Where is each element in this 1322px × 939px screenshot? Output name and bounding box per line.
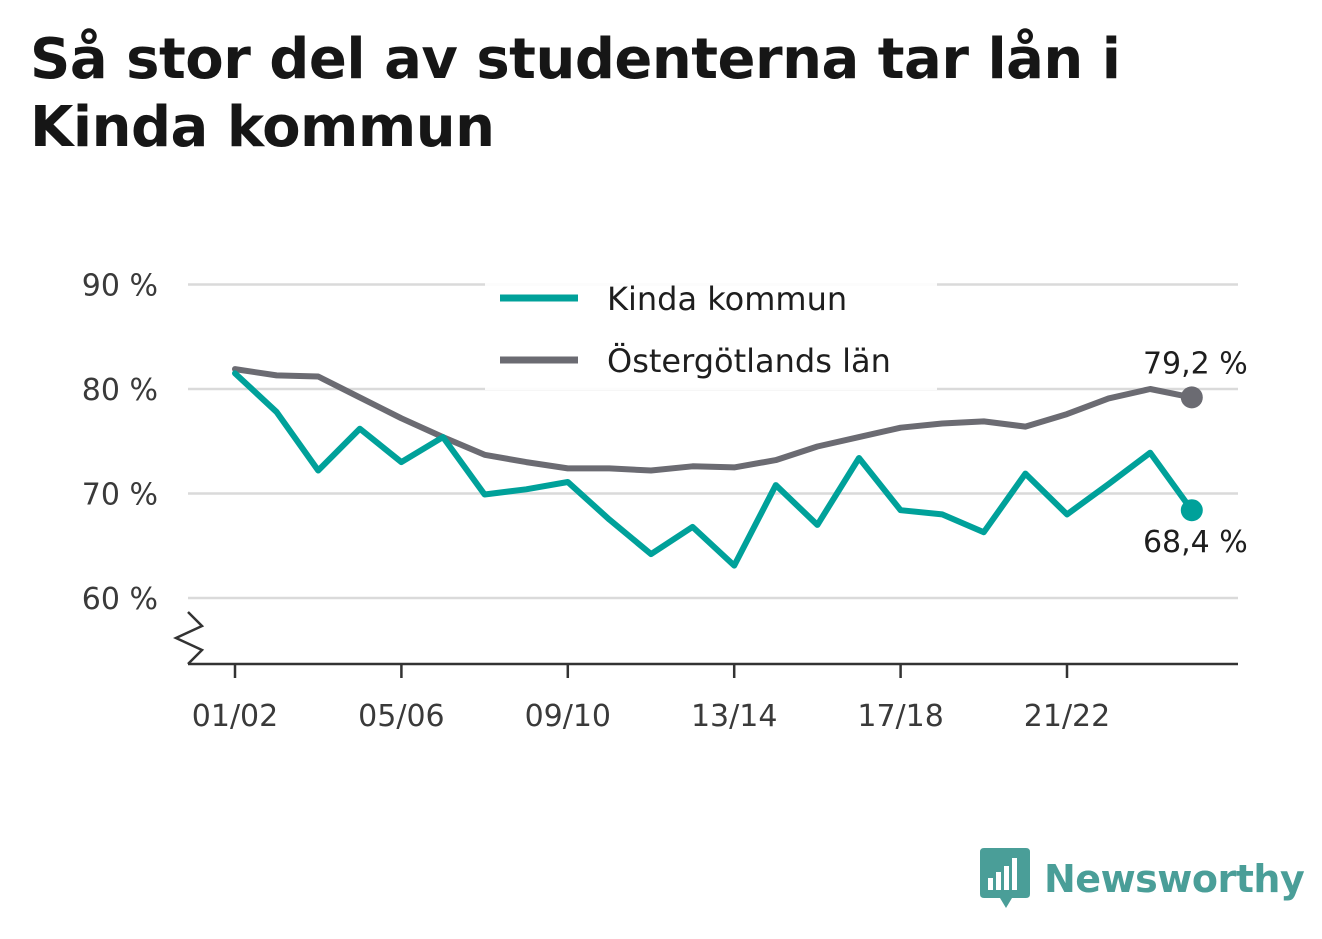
newsworthy-logo: Newsworthy bbox=[980, 848, 1305, 910]
series-line bbox=[232, 366, 1195, 474]
series-line bbox=[232, 370, 1195, 569]
axis-break-icon bbox=[173, 611, 205, 665]
y-tick-label: 60 % bbox=[82, 582, 158, 617]
x-tick-label: 21/22 bbox=[1024, 699, 1110, 734]
series-end-marker bbox=[1180, 386, 1203, 409]
legend: Kinda kommun Östergötlands län bbox=[485, 272, 937, 390]
end-value-label: 68,4 % bbox=[1143, 525, 1248, 560]
y-tick-label: 80 % bbox=[82, 373, 158, 408]
x-tick-label: 13/14 bbox=[691, 699, 777, 734]
x-tick-label: 05/06 bbox=[358, 699, 444, 734]
brand-name: Newsworthy bbox=[1044, 857, 1305, 901]
x-axis: 01/02 05/06 09/10 13/14 17/18 21/22 bbox=[173, 611, 1238, 734]
series-end-marker bbox=[1180, 499, 1203, 522]
end-value-label: 79,2 % bbox=[1143, 346, 1248, 381]
end-value-labels: 68,4 % 79,2 % bbox=[1143, 346, 1248, 560]
chart-title: Så stor del av studenterna tar lån i Kin… bbox=[30, 27, 1121, 160]
legend-background bbox=[485, 272, 937, 390]
y-axis-tick-labels: 60 % 70 % 80 % 90 % bbox=[82, 269, 158, 618]
newsworthy-bar-chart-icon bbox=[980, 848, 1030, 908]
x-tick-label: 09/10 bbox=[525, 699, 611, 734]
y-tick-label: 90 % bbox=[82, 269, 158, 304]
x-tick-label: 01/02 bbox=[192, 699, 278, 734]
x-tick-label: 17/18 bbox=[857, 699, 943, 734]
series-lines bbox=[232, 366, 1203, 569]
legend-label: Östergötlands län bbox=[607, 342, 891, 380]
y-tick-label: 70 % bbox=[82, 478, 158, 513]
legend-label: Kinda kommun bbox=[607, 280, 847, 318]
